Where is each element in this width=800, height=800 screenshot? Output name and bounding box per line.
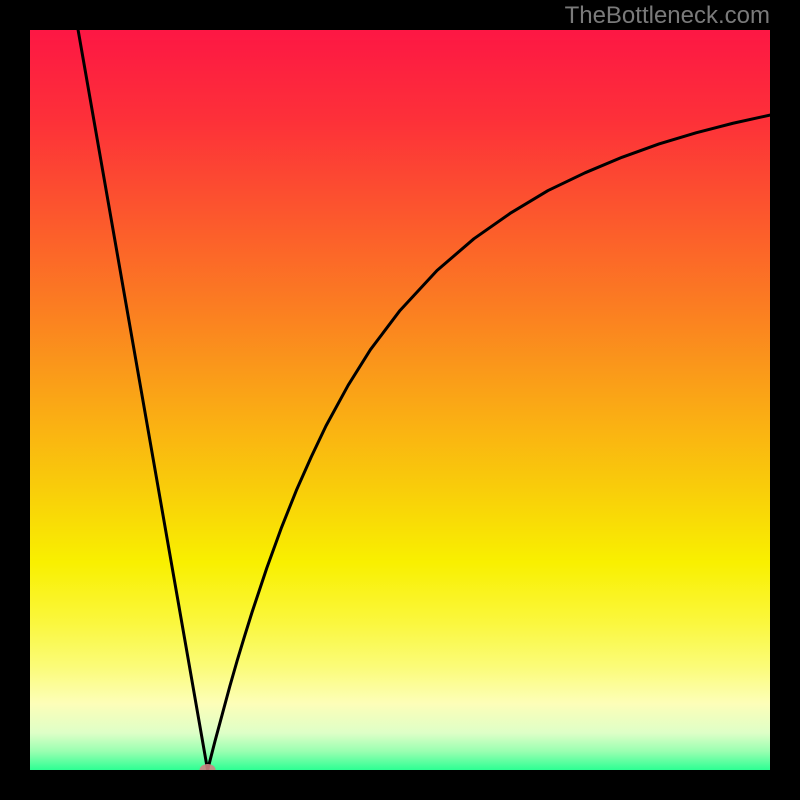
- chart-container: TheBottleneck.com: [0, 0, 800, 800]
- bottleneck-curve: [78, 30, 770, 770]
- optimal-point-marker: [200, 764, 216, 770]
- chart-svg: [30, 30, 770, 770]
- watermark-text: TheBottleneck.com: [565, 2, 770, 30]
- plot-area: [30, 30, 770, 770]
